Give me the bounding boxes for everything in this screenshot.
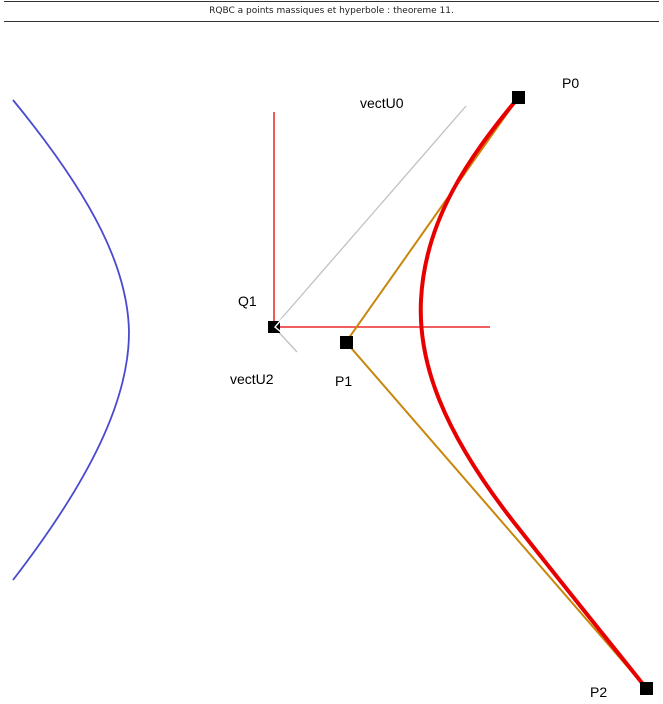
label-p1: P1 — [335, 373, 352, 389]
hyperbola-right-branch — [418, 96, 648, 690]
label-p2: P2 — [590, 684, 607, 700]
figure-title: RQBC a points massiques et hyperbole : t… — [209, 6, 454, 16]
point-p1 — [340, 336, 353, 349]
arrow-head-overlay — [274, 319, 282, 333]
header-rule-top — [4, 1, 659, 2]
label-p0: P0 — [562, 75, 579, 91]
control-polygon — [344, 97, 647, 689]
point-p2 — [640, 682, 653, 695]
header-rule-bottom — [4, 21, 659, 22]
hyperbola-left-branch — [12, 99, 130, 581]
label-q1: Q1 — [238, 293, 257, 309]
label-vectU0: vectU0 — [360, 95, 404, 111]
label-vectU2: vectU2 — [230, 371, 274, 387]
point-p0 — [512, 91, 525, 104]
vectU0-line — [273, 105, 467, 328]
